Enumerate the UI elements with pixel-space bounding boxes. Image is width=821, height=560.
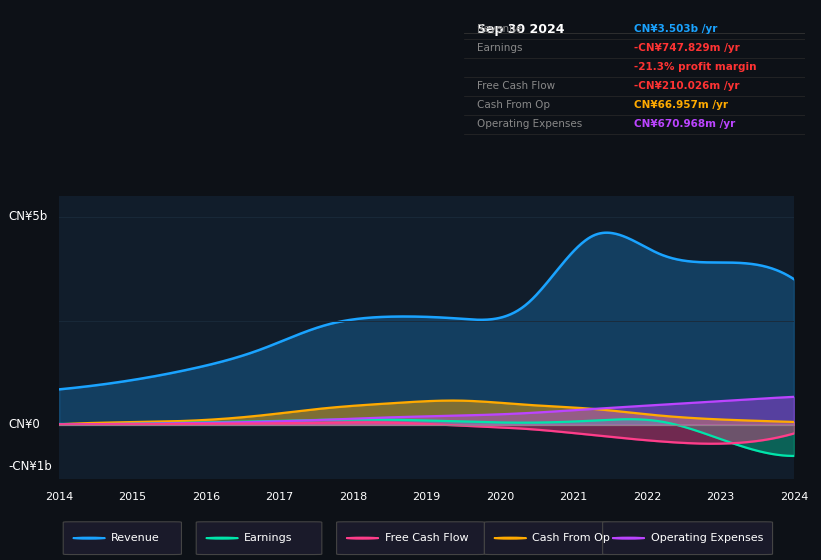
Text: Revenue: Revenue bbox=[112, 533, 160, 543]
Circle shape bbox=[73, 538, 105, 539]
Text: CN¥670.968m /yr: CN¥670.968m /yr bbox=[635, 119, 736, 129]
Text: Operating Expenses: Operating Expenses bbox=[651, 533, 763, 543]
Circle shape bbox=[612, 538, 644, 539]
Circle shape bbox=[346, 538, 378, 539]
Text: 2024: 2024 bbox=[780, 492, 808, 502]
Text: Earnings: Earnings bbox=[245, 533, 293, 543]
Text: Cash From Op: Cash From Op bbox=[478, 100, 551, 110]
Text: Free Cash Flow: Free Cash Flow bbox=[384, 533, 468, 543]
Text: -21.3% profit margin: -21.3% profit margin bbox=[635, 62, 757, 72]
Text: Operating Expenses: Operating Expenses bbox=[478, 119, 583, 129]
Text: -CN¥210.026m /yr: -CN¥210.026m /yr bbox=[635, 81, 740, 91]
Text: Free Cash Flow: Free Cash Flow bbox=[478, 81, 556, 91]
FancyBboxPatch shape bbox=[196, 522, 322, 554]
Text: 2017: 2017 bbox=[265, 492, 294, 502]
Circle shape bbox=[494, 538, 526, 539]
FancyBboxPatch shape bbox=[63, 522, 181, 554]
Text: Sep 30 2024: Sep 30 2024 bbox=[478, 24, 565, 36]
Text: CN¥5b: CN¥5b bbox=[8, 211, 48, 223]
Text: -CN¥1b: -CN¥1b bbox=[8, 460, 52, 473]
Text: -CN¥747.829m /yr: -CN¥747.829m /yr bbox=[635, 43, 740, 53]
Text: 2018: 2018 bbox=[339, 492, 367, 502]
FancyBboxPatch shape bbox=[484, 522, 610, 554]
Text: Revenue: Revenue bbox=[478, 24, 523, 34]
Text: 2014: 2014 bbox=[45, 492, 73, 502]
Text: CN¥3.503b /yr: CN¥3.503b /yr bbox=[635, 24, 718, 34]
Text: 2016: 2016 bbox=[192, 492, 220, 502]
Circle shape bbox=[206, 538, 238, 539]
Text: CN¥0: CN¥0 bbox=[8, 418, 40, 431]
Text: 2021: 2021 bbox=[559, 492, 588, 502]
Text: CN¥66.957m /yr: CN¥66.957m /yr bbox=[635, 100, 728, 110]
Text: Cash From Op: Cash From Op bbox=[533, 533, 610, 543]
FancyBboxPatch shape bbox=[337, 522, 484, 554]
FancyBboxPatch shape bbox=[603, 522, 773, 554]
Text: 2015: 2015 bbox=[118, 492, 147, 502]
Text: 2020: 2020 bbox=[486, 492, 514, 502]
Text: 2019: 2019 bbox=[412, 492, 441, 502]
Text: 2023: 2023 bbox=[706, 492, 735, 502]
Text: 2022: 2022 bbox=[633, 492, 661, 502]
Text: Earnings: Earnings bbox=[478, 43, 523, 53]
